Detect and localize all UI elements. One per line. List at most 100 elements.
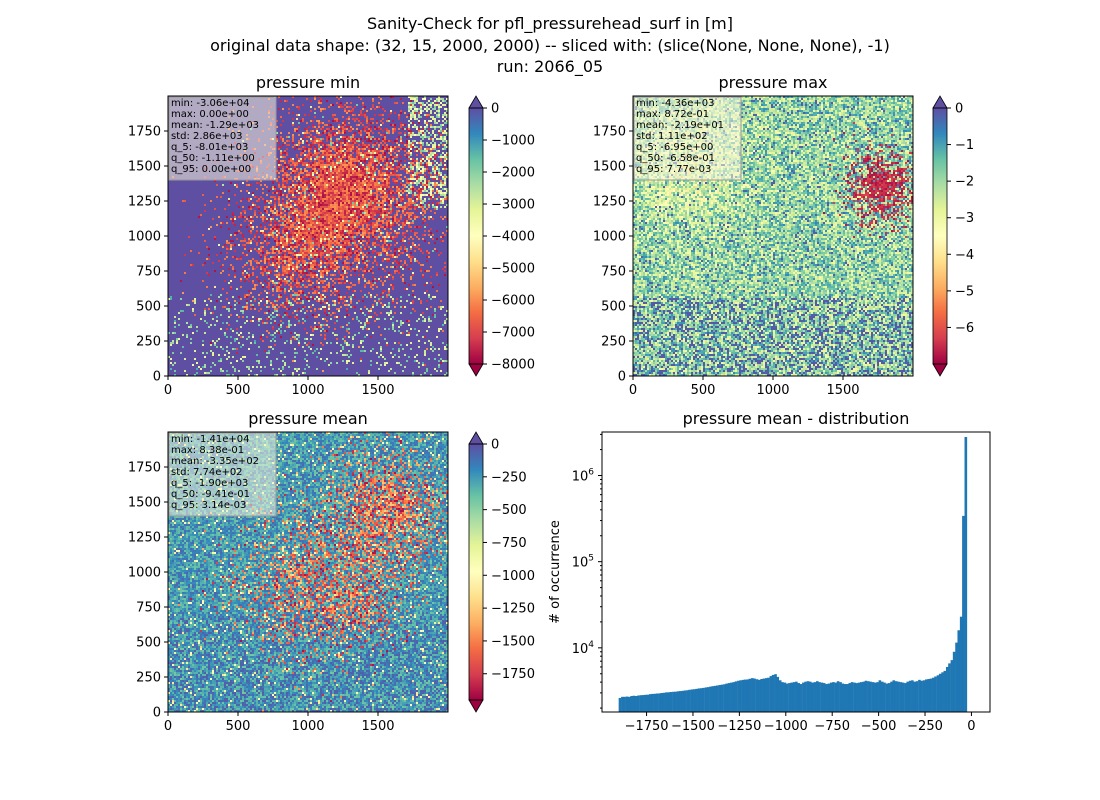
x-tick-label: −1250 — [717, 719, 761, 734]
colorbar-tick-label: −500 — [491, 503, 527, 518]
histogram-bar — [688, 689, 691, 712]
colorbar-tick-label: −2 — [955, 175, 974, 190]
x-tick-label: 500 — [691, 383, 716, 398]
histogram-bar — [662, 692, 666, 712]
stats-line: min: -4.36e+03 — [636, 98, 715, 109]
x-tick-label: −1750 — [625, 719, 669, 734]
colorbar — [469, 444, 483, 700]
y-tick-label: 1250 — [593, 195, 626, 210]
histogram-bar — [625, 696, 629, 712]
histogram-bar — [672, 691, 675, 712]
stats-line: q_5: -8.01e+03 — [171, 142, 248, 153]
histogram-bar — [853, 682, 856, 712]
x-tick-label: 1000 — [291, 383, 324, 398]
histogram-bar — [897, 681, 900, 712]
x-tick-label: 1000 — [756, 383, 789, 398]
histogram-bars — [618, 436, 968, 712]
colorbar-extend-top — [468, 431, 484, 445]
panel-title: pressure max — [718, 73, 827, 92]
colorbar-tick-label: −2000 — [491, 166, 535, 181]
y-tick-label: 105 — [572, 554, 594, 571]
histogram-bar — [911, 680, 914, 712]
histogram-bar — [760, 678, 763, 712]
colorbar — [469, 108, 483, 364]
histogram-bar — [706, 687, 710, 712]
x-tick-label: 1500 — [826, 383, 859, 398]
colorbar-tick-label: −3 — [955, 211, 974, 226]
histogram-bar — [788, 683, 791, 712]
histogram-bar — [827, 683, 831, 712]
histogram-bar — [751, 678, 754, 712]
stats-line: mean: -1.29e+03 — [171, 120, 259, 131]
y-tick-label: 250 — [136, 335, 161, 350]
histogram-bar — [669, 692, 673, 712]
histogram-bar — [880, 681, 884, 712]
y-tick-label: 750 — [601, 265, 626, 280]
histogram-bar — [846, 684, 849, 712]
histogram-bar — [690, 689, 694, 712]
histogram-bar — [867, 681, 870, 712]
histogram-bar — [820, 682, 824, 712]
stats-line: mean: -3.35e+02 — [171, 456, 259, 467]
histogram-bar — [785, 683, 789, 712]
histogram-bar — [623, 696, 626, 712]
histogram-bar — [732, 682, 736, 712]
figure-title-line-3: run: 2066_05 — [496, 57, 604, 76]
colorbar-tick-label: −1500 — [491, 634, 535, 649]
figure-title-line-1: Sanity-Check for pfl_pressurehead_surf i… — [367, 14, 733, 33]
colorbar-frame — [932, 107, 948, 365]
colorbar-tick-label: −5 — [955, 284, 974, 299]
histogram-bar — [964, 436, 968, 712]
y-tick-label: 1500 — [128, 160, 161, 175]
histogram-bar — [952, 651, 956, 712]
x-tick-label: −1500 — [671, 719, 715, 734]
x-tick-label: 0 — [967, 719, 975, 734]
histogram-bar — [655, 693, 659, 712]
histogram-bar — [804, 681, 807, 712]
stats-box — [168, 432, 277, 517]
histogram-bar — [790, 682, 794, 712]
stats-line: q_95: 3.14e-03 — [171, 500, 246, 511]
histogram-bar — [850, 682, 854, 712]
histogram-bar — [906, 681, 910, 712]
y-tick-label: 0 — [618, 370, 626, 385]
stats-line: min: -3.06e+04 — [171, 98, 250, 109]
x-tick-label: 1500 — [361, 383, 394, 398]
histogram-bar — [774, 674, 777, 712]
histogram-bar — [839, 682, 842, 712]
histogram-bar — [894, 681, 898, 712]
histogram-bar — [697, 688, 701, 712]
stats-line: min: -1.41e+04 — [171, 434, 250, 445]
histogram-bar — [716, 685, 719, 712]
histogram-bar — [922, 680, 926, 712]
stats-line: q_5: -1.90e+03 — [171, 478, 248, 489]
histogram-bar — [660, 693, 664, 712]
histogram-bar — [957, 630, 961, 712]
y-tick-label: 104 — [572, 640, 595, 657]
histogram-bar — [797, 683, 801, 712]
y-tick-label: 1750 — [128, 461, 161, 476]
histogram-bar — [869, 681, 872, 712]
histogram-bar — [646, 694, 650, 712]
histogram-bar — [887, 683, 891, 712]
colorbar-tick-label: −1000 — [491, 569, 535, 584]
histogram-bar — [941, 672, 944, 712]
colorbar-extend-bottom — [468, 363, 484, 377]
y-tick-label: 250 — [601, 335, 626, 350]
stats-line: std: 2.86e+03 — [171, 131, 243, 142]
histogram-bar — [771, 674, 775, 712]
y-tick-label: 1750 — [128, 125, 161, 140]
histogram-bar — [762, 678, 766, 712]
x-tick-label: 1500 — [361, 719, 394, 734]
histogram-bar — [950, 660, 954, 712]
histogram-bar — [962, 515, 965, 712]
histogram-bar — [769, 676, 773, 712]
stats-line: q_5: -6.95e+00 — [636, 142, 713, 153]
x-tick-label: −1000 — [764, 719, 808, 734]
histogram-bar — [683, 690, 687, 712]
histogram-bar — [860, 682, 863, 712]
y-axis-label: # of occurrence — [548, 520, 563, 624]
histogram-bar — [764, 678, 768, 712]
histogram-bar — [855, 683, 858, 712]
histogram-bar — [871, 682, 875, 712]
